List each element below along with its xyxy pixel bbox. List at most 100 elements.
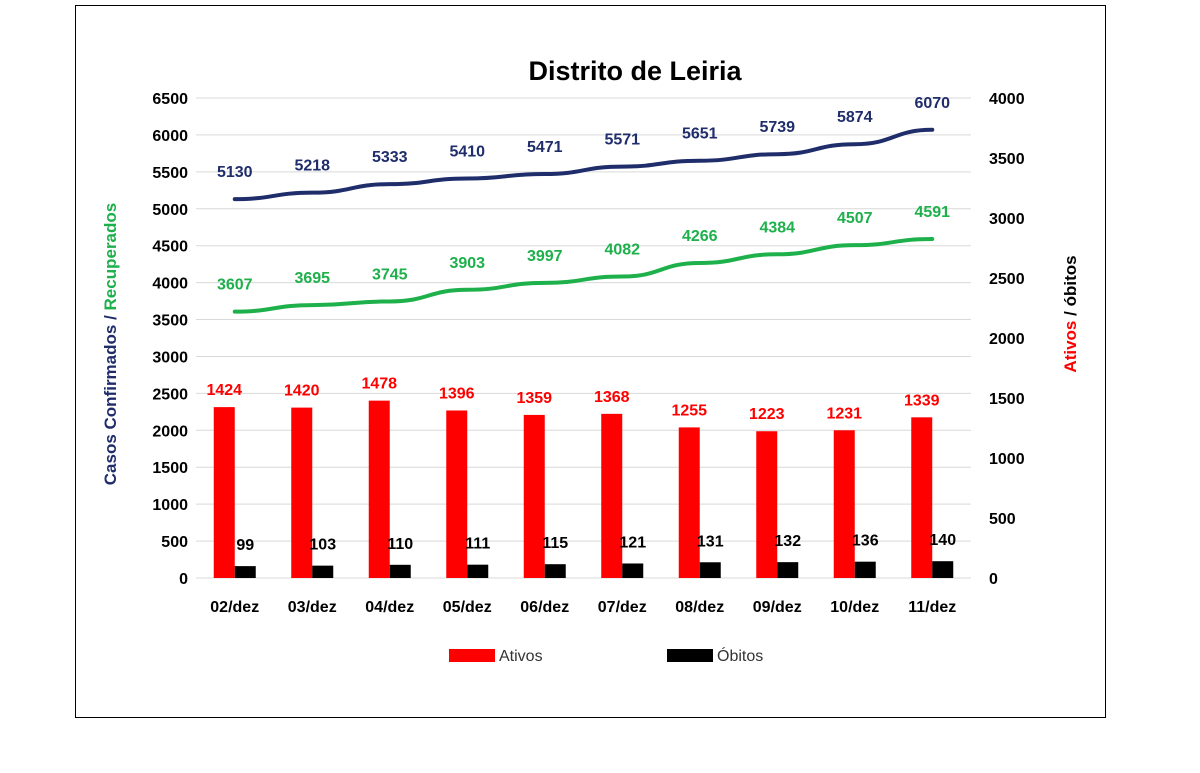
data-labels: 1424 1420 1478 1396 1359 1368 1255 1223 1231 1339… [206, 95, 956, 554]
left-tick-label: 1000 [152, 497, 188, 514]
bar-data-label: 132 [774, 533, 801, 550]
line-data-label: 5333 [372, 149, 408, 166]
right-axis-ticks: 0 500 1000 1500 2000 2500 3000 3500 4000 [989, 91, 1025, 588]
right-tick-label: 2000 [989, 331, 1025, 348]
bar-óbitos [234, 566, 256, 578]
left-tick-label: 0 [179, 571, 188, 588]
bar-ativos [523, 414, 545, 578]
left-tick-label: 1500 [152, 460, 188, 477]
bar-data-label: 1478 [361, 376, 397, 393]
right-tick-label: 0 [989, 571, 998, 588]
line-data-label: 5130 [217, 164, 253, 181]
bar-ativos [291, 407, 313, 578]
line-series [232, 236, 935, 314]
bar-ativos [446, 410, 468, 578]
bar-ativos [213, 407, 235, 578]
left-tick-label: 2000 [152, 423, 188, 440]
bar-data-label: 136 [852, 533, 879, 550]
x-tick-label: 04/dez [365, 599, 414, 616]
bar-data-label: 1396 [439, 385, 475, 402]
legend-label: Ativos [499, 648, 543, 665]
bar-óbitos [932, 561, 954, 578]
right-tick-label: 1500 [989, 391, 1025, 408]
bars [213, 400, 954, 578]
bar-data-label: 1424 [206, 382, 242, 399]
bar-ativos [678, 427, 700, 578]
axis-label-part: Casos Confirmados / [101, 310, 120, 485]
bar-óbitos [312, 565, 334, 578]
axis-label-part: / óbitos [1061, 255, 1080, 320]
bar-data-label: 121 [619, 534, 646, 551]
line-data-label: 4591 [914, 204, 950, 221]
left-tick-label: 4500 [152, 239, 188, 256]
bar-óbitos [777, 562, 799, 578]
x-tick-label: 05/dez [443, 599, 492, 616]
x-tick-label: 06/dez [520, 599, 569, 616]
line-data-label: 4266 [682, 228, 718, 245]
right-tick-label: 500 [989, 511, 1016, 528]
line-data-label: 3607 [217, 277, 253, 294]
left-axis-label: Casos Confirmados / Recuperados [101, 203, 120, 485]
line-data-label: 3695 [294, 270, 330, 287]
bar-data-label: 110 [387, 536, 413, 553]
x-tick-label: 09/dez [753, 599, 802, 616]
legend-label: Óbitos [717, 646, 763, 665]
chart: Distrito de Leiria 0 500 1000 1500 2000 2500 3… [101, 56, 1080, 665]
bar-data-label: 1223 [749, 406, 785, 423]
line-data-label: 6070 [914, 95, 950, 112]
left-tick-label: 3000 [152, 349, 188, 366]
bar-óbitos [544, 564, 566, 578]
line-data-label: 5218 [294, 158, 330, 175]
line-data-label: 5874 [837, 109, 873, 126]
line-data-label: 5651 [682, 126, 718, 143]
right-tick-label: 3000 [989, 211, 1025, 228]
bar-data-label: 1231 [826, 405, 862, 422]
bar-óbitos [389, 564, 411, 578]
line-data-label: 4507 [837, 210, 873, 227]
bar-óbitos [622, 563, 644, 578]
bar-ativos [756, 431, 778, 578]
bar-data-label: 103 [309, 537, 336, 554]
bar-data-label: 1255 [671, 402, 707, 419]
left-tick-label: 5500 [152, 165, 188, 182]
axis-label-part: Ativos [1061, 321, 1080, 373]
line-series [232, 127, 935, 202]
left-axis-ticks: 0 500 1000 1500 2000 2500 3000 3500 4000 4500 5000… [152, 91, 188, 588]
chart-frame: Distrito de Leiria 0 500 1000 1500 2000 2500 3… [75, 5, 1106, 718]
x-tick-label: 10/dez [830, 599, 879, 616]
legend-swatch [667, 649, 713, 662]
line-data-label: 4384 [759, 219, 795, 236]
x-tick-label: 07/dez [598, 599, 647, 616]
left-tick-label: 6500 [152, 91, 188, 108]
left-tick-label: 4000 [152, 276, 188, 293]
right-axis-label: Ativos / óbitos [1061, 255, 1080, 372]
left-tick-label: 3500 [152, 313, 188, 330]
bar-ativos [833, 430, 855, 578]
bar-data-label: 1420 [284, 383, 320, 400]
bar-data-label: 99 [236, 537, 254, 554]
right-tick-label: 2500 [989, 271, 1025, 288]
line-data-label: 5739 [759, 119, 795, 136]
bar-data-label: 115 [542, 535, 568, 552]
right-tick-label: 4000 [989, 91, 1025, 108]
bar-data-label: 1339 [904, 392, 940, 409]
legend-swatch [449, 649, 495, 662]
axis-label-part: Recuperados [101, 203, 120, 311]
gridlines [196, 97, 971, 579]
bar-ativos [601, 413, 623, 578]
left-tick-label: 6000 [152, 128, 188, 145]
x-tick-label: 08/dez [675, 599, 724, 616]
bar-data-label: 111 [465, 536, 490, 553]
line-data-label: 5471 [527, 139, 563, 156]
bar-ativos [911, 417, 933, 578]
line-data-label: 4082 [604, 242, 640, 259]
bar-data-label: 140 [929, 532, 956, 549]
bar-data-label: 1368 [594, 389, 630, 406]
right-tick-label: 3500 [989, 151, 1025, 168]
right-tick-label: 1000 [989, 451, 1025, 468]
line-data-label: 3997 [527, 248, 563, 265]
line-data-label: 5410 [449, 143, 485, 160]
bar-data-label: 1359 [516, 390, 552, 407]
left-tick-label: 2500 [152, 386, 188, 403]
left-tick-label: 5000 [152, 202, 188, 219]
